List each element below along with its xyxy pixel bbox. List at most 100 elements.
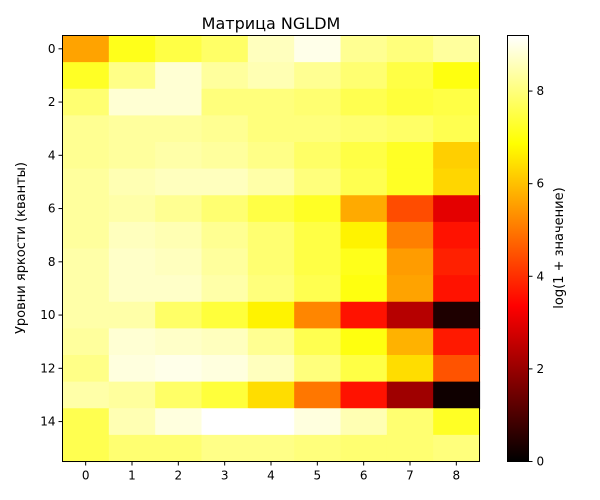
heatmap-cell-r4-c8 (433, 142, 481, 170)
heatmap-cell-r13-c6 (340, 381, 388, 409)
heatmap-cell-r8-c0 (62, 248, 110, 276)
heatmap-cell-r13-c3 (201, 381, 249, 409)
heatmap-cell-r3-c7 (386, 115, 434, 143)
heatmap-cell-r2-c4 (247, 88, 295, 116)
heatmap-cell-r14-c4 (247, 408, 295, 436)
heatmap-cell-r11-c4 (247, 328, 295, 356)
colorbar-tick-label: 6 (537, 177, 545, 191)
heatmap-cell-r9-c6 (340, 275, 388, 303)
heatmap-cell-r0-c7 (386, 35, 434, 63)
heatmap-cell-r5-c8 (433, 168, 481, 196)
heatmap-cell-r15-c7 (386, 434, 434, 463)
heatmap-cell-r5-c6 (340, 168, 388, 196)
x-tick-label: 4 (267, 469, 275, 483)
heatmap-cell-r11-c2 (155, 328, 203, 356)
heatmap-cell-r7-c4 (247, 221, 295, 250)
heatmap-cell-r10-c7 (386, 301, 434, 329)
y-tick-label: 6 (48, 202, 56, 216)
colorbar-tick-label: 4 (537, 269, 545, 283)
heatmap-cell-r1-c4 (247, 62, 295, 90)
heatmap-cell-r11-c3 (201, 328, 249, 356)
y-tick-label: 2 (48, 95, 56, 109)
colorbar-tick-label: 0 (537, 455, 545, 469)
heatmap-cell-r6-c0 (62, 195, 110, 223)
chart-title: Матрица NGLDM (202, 14, 341, 33)
heatmap-cell-r15-c8 (433, 434, 481, 463)
y-tick-label: 0 (48, 42, 56, 56)
heatmap-cell-r5-c0 (62, 168, 110, 196)
heatmap-cell-r4-c2 (155, 142, 203, 170)
heatmap-cell-r13-c0 (62, 381, 110, 409)
y-tick-label: 14 (40, 415, 55, 429)
x-tick-label: 3 (221, 469, 229, 483)
x-tick-label: 2 (175, 469, 183, 483)
heatmap-cell-r9-c1 (108, 275, 156, 303)
heatmap-cell-r11-c5 (294, 328, 342, 356)
heatmap-cell-r1-c0 (62, 62, 110, 90)
heatmap-cell-r1-c1 (108, 62, 156, 90)
heatmap-cell-r3-c6 (340, 115, 388, 143)
heatmap-cell-r1-c3 (201, 62, 249, 90)
heatmap-cell-r12-c6 (340, 355, 388, 383)
heatmap-cell-r2-c2 (155, 88, 203, 116)
heatmap-cell-r15-c3 (201, 434, 249, 463)
heatmap-cell-r12-c8 (433, 355, 481, 383)
y-axis-label: Уровни яркости (кванты) (14, 162, 29, 334)
heatmap-cell-r5-c4 (247, 168, 295, 196)
heatmap-cell-r1-c6 (340, 62, 388, 90)
heatmap-cell-r7-c8 (433, 221, 481, 250)
heatmap-cell-r12-c7 (386, 355, 434, 383)
heatmap-cell-r2-c7 (386, 88, 434, 116)
heatmap-cell-r13-c4 (247, 381, 295, 409)
heatmap-cell-r2-c1 (108, 88, 156, 116)
x-tick-label: 7 (406, 469, 414, 483)
colorbar-tick-label: 8 (537, 84, 545, 98)
heatmap-cell-r1-c8 (433, 62, 481, 90)
heatmap-cell-r15-c5 (294, 434, 342, 463)
y-tick-label: 4 (48, 148, 56, 162)
heatmap-cell-r2-c0 (62, 88, 110, 116)
heatmap-cell-r0-c1 (108, 35, 156, 63)
heatmap-cell-r15-c4 (247, 434, 295, 463)
heatmap-cell-r3-c5 (294, 115, 342, 143)
colorbar-tick-label: 2 (537, 362, 545, 376)
heatmap-cell-r11-c7 (386, 328, 434, 356)
heatmap-cell-r10-c4 (247, 301, 295, 329)
colorbar (507, 35, 529, 462)
y-tick-label: 12 (40, 361, 55, 375)
heatmap-cell-r5-c3 (201, 168, 249, 196)
heatmap-cell-r9-c0 (62, 275, 110, 303)
heatmap-cell-r2-c3 (201, 88, 249, 116)
heatmap-cell-r14-c6 (340, 408, 388, 436)
heatmap-cell-r0-c2 (155, 35, 203, 63)
y-axis-ticks: 0 2 4 6 8 10 12 14 (40, 42, 63, 429)
heatmap-cell-r12-c2 (155, 355, 203, 383)
heatmap-cell-r5-c1 (108, 168, 156, 196)
heatmap-cell-r14-c1 (108, 408, 156, 436)
heatmap-cell-r1-c5 (294, 62, 342, 90)
heatmap-cell-r15-c0 (62, 434, 110, 463)
x-tick-label: 8 (453, 469, 461, 483)
heatmap-cell-r5-c5 (294, 168, 342, 196)
heatmap-cell-r13-c8 (433, 381, 481, 409)
heatmap-cell-r7-c7 (386, 221, 434, 250)
heatmap-cell-r9-c5 (294, 275, 342, 303)
y-tick-label: 8 (48, 255, 56, 269)
heatmap-cell-r1-c7 (386, 62, 434, 90)
heatmap-cell-r9-c2 (155, 275, 203, 303)
heatmap-cell-r15-c6 (340, 434, 388, 463)
heatmap-cell-r14-c0 (62, 408, 110, 436)
heatmap-cell-r8-c2 (155, 248, 203, 276)
x-tick-label: 0 (82, 469, 90, 483)
heatmap-cell-r14-c8 (433, 408, 481, 436)
heatmap-cell-r14-c2 (155, 408, 203, 436)
heatmap-cell-r13-c7 (386, 381, 434, 409)
heatmap-cell-r10-c5 (294, 301, 342, 329)
heatmap-cell-r13-c2 (155, 381, 203, 409)
y-tick-label: 10 (40, 308, 55, 322)
x-tick-label: 6 (360, 469, 368, 483)
heatmap-cell-r3-c1 (108, 115, 156, 143)
heatmap-cell-r7-c3 (201, 221, 249, 250)
